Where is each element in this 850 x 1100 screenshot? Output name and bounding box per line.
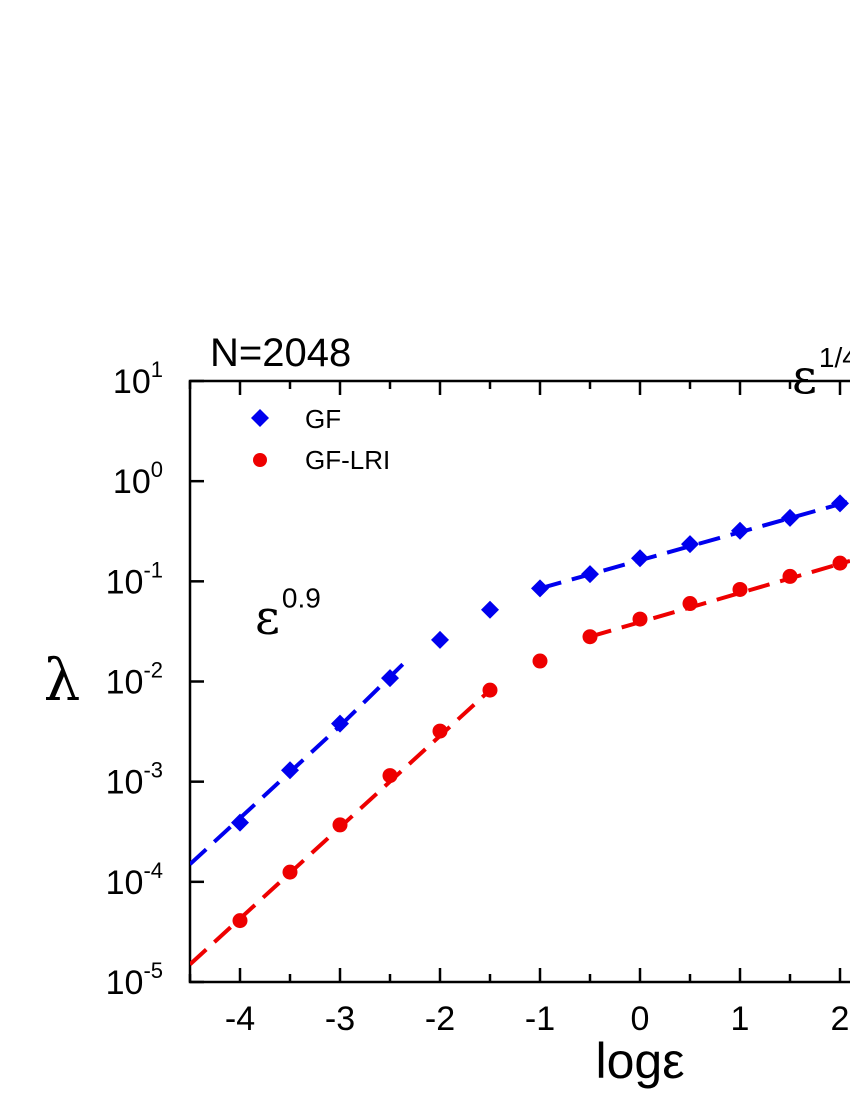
point-gf-lri xyxy=(532,653,548,669)
annotation-exponent: 1/4 xyxy=(819,342,850,373)
x-tick-label: 2 xyxy=(831,1000,850,1038)
y-tick-exponent: -4 xyxy=(143,858,163,883)
legend-label-gf-lri: GF-LRI xyxy=(305,445,390,475)
point-gf-lri xyxy=(682,596,698,612)
x-tick-labels: -4 -3 -2 -1 0 1 2 xyxy=(225,1000,850,1038)
point-gf-lri xyxy=(332,817,348,833)
point-gf-lri xyxy=(482,682,498,698)
point-gf-lri xyxy=(582,629,598,645)
point-gf xyxy=(731,521,749,540)
x-tick-label: -2 xyxy=(425,1000,455,1038)
point-gf xyxy=(381,669,399,688)
point-gf xyxy=(831,494,849,513)
y-tick-base: 10 xyxy=(106,764,144,802)
x-tick-label: -1 xyxy=(525,1000,555,1038)
y-tick-label: 10-3 xyxy=(106,758,163,802)
y-tick-base: 10 xyxy=(106,964,144,1002)
annotations: ε0.9ε1/4 xyxy=(255,342,850,645)
legend-marker-gf-lri xyxy=(253,453,267,467)
x-axis-label: logε xyxy=(595,1033,684,1089)
annotation-power-law: ε1/4 xyxy=(792,342,850,405)
y-tick-exponent: -5 xyxy=(143,958,163,983)
x-axis-label-text: logε xyxy=(595,1033,684,1089)
axes xyxy=(188,379,850,984)
y-tick-base: 10 xyxy=(106,664,144,702)
point-gf-lri xyxy=(782,568,798,584)
x-tick-label: 0 xyxy=(631,1000,650,1038)
y-tick-base: 10 xyxy=(106,563,144,601)
fit-line-gf-lri xyxy=(589,558,850,639)
y-tick-label: 10-4 xyxy=(106,858,163,902)
x-tick-label: 1 xyxy=(731,1000,750,1038)
annotation-power-law: ε0.9 xyxy=(255,582,321,645)
point-gf-lri xyxy=(432,723,448,739)
legend-label-gf: GF xyxy=(305,404,341,434)
point-gf xyxy=(481,600,499,619)
y-tick-label: 101 xyxy=(113,357,163,401)
y-tick-exponent: 1 xyxy=(151,357,163,382)
annotation-exponent: 0.9 xyxy=(282,582,321,613)
point-gf-lri xyxy=(632,611,648,627)
annotation-base: ε xyxy=(255,589,280,645)
y-tick-exponent: -3 xyxy=(143,758,163,783)
y-tick-label: 10-1 xyxy=(106,557,163,601)
y-tick-base: 10 xyxy=(113,363,151,401)
point-gf-lri xyxy=(732,581,748,597)
point-gf xyxy=(531,579,549,598)
point-gf-lri xyxy=(232,913,248,929)
fit-line-gf xyxy=(338,655,412,728)
legend-marker-gf xyxy=(251,409,269,427)
point-gf xyxy=(231,813,249,832)
point-gf xyxy=(781,508,799,527)
y-axis-label: λ xyxy=(44,646,81,714)
point-gf-lri xyxy=(282,864,298,880)
ticks xyxy=(188,379,842,984)
y-tick-base: 10 xyxy=(106,864,144,902)
y-tick-exponent: -1 xyxy=(143,557,163,582)
chart-title: N=2048 xyxy=(210,331,351,375)
x-tick-label: -3 xyxy=(325,1000,355,1038)
point-gf-lri xyxy=(832,555,848,571)
fit-line-gf xyxy=(190,724,342,866)
y-tick-base: 10 xyxy=(113,463,151,501)
fit-lines xyxy=(190,499,850,966)
point-gf xyxy=(281,761,299,780)
y-tick-exponent: 0 xyxy=(151,457,163,482)
point-gf xyxy=(581,565,599,584)
point-gf xyxy=(431,630,449,649)
y-tick-exponent: -2 xyxy=(143,658,163,683)
annotation-base: ε xyxy=(792,349,817,405)
y-tick-label: 100 xyxy=(113,457,163,501)
point-gf-lri xyxy=(382,768,398,784)
y-tick-label: 10-2 xyxy=(106,658,163,702)
y-tick-label: 10-5 xyxy=(106,958,163,1002)
x-tick-label: -4 xyxy=(225,1000,255,1038)
point-gf xyxy=(631,549,649,568)
point-gf xyxy=(681,535,699,554)
plot-frame xyxy=(188,379,850,984)
legend: GF GF-LRI xyxy=(251,404,390,475)
data-markers xyxy=(231,494,849,929)
point-gf xyxy=(331,714,349,733)
